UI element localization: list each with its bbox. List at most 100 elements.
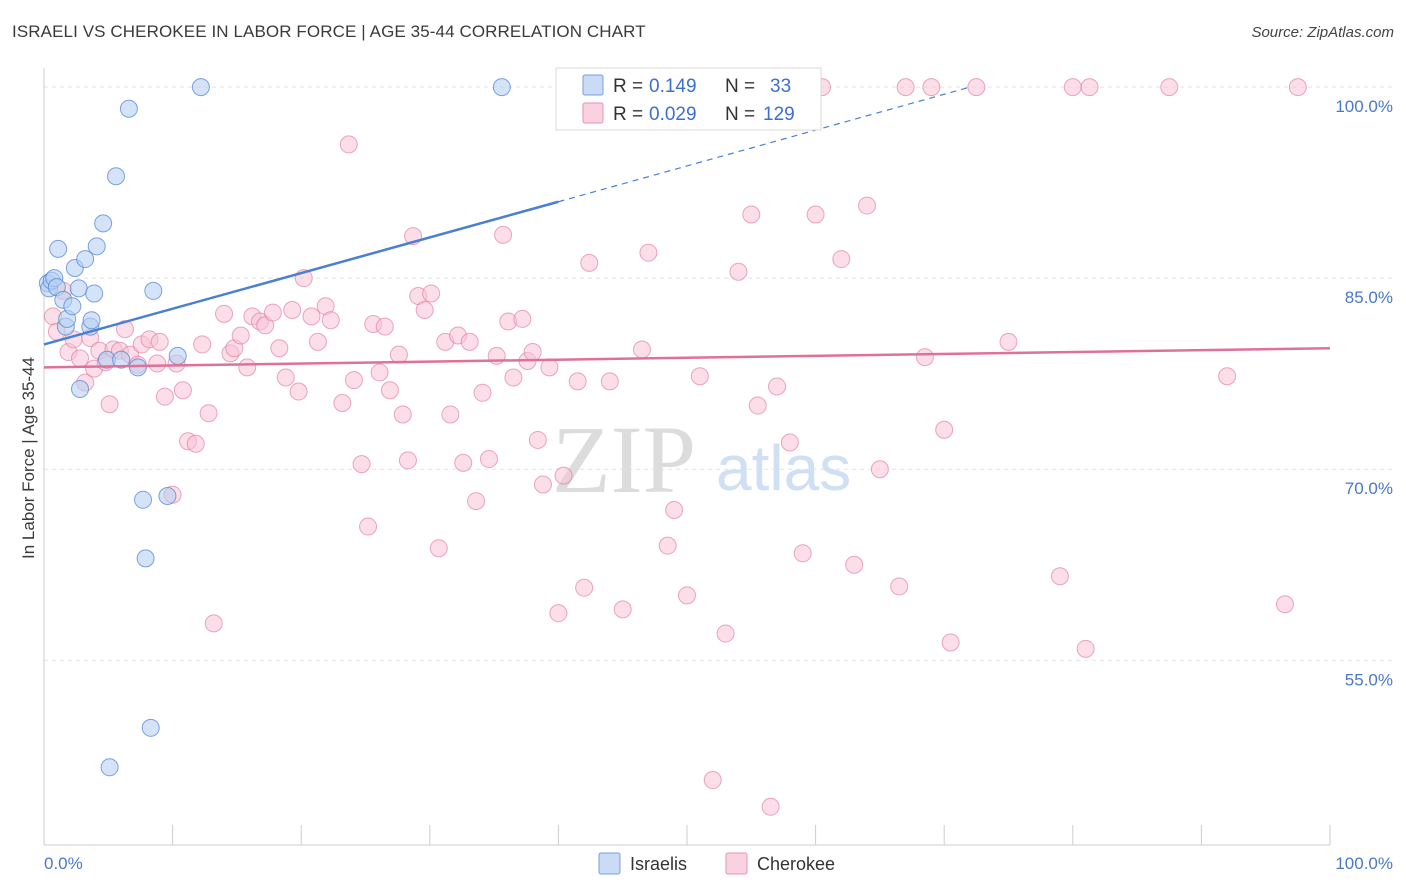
cherokee-point xyxy=(890,577,909,596)
cherokee-point xyxy=(896,78,915,97)
bottom-legend-cherokee-swatch xyxy=(725,852,748,875)
israelis-point xyxy=(158,486,177,505)
cherokee-point xyxy=(1160,78,1179,97)
bottom-legend-israelis-label: Israelis xyxy=(630,854,687,874)
cherokee-point xyxy=(422,284,441,303)
y-axis-label: In Labor Force | Age 35-44 xyxy=(19,357,38,559)
cherokee-point xyxy=(370,363,389,382)
israelis-point xyxy=(76,250,95,269)
israelis-point xyxy=(128,358,147,377)
cherokee-point xyxy=(150,332,169,351)
legend-cherokee-n-label: N = xyxy=(725,104,755,125)
legend-cherokee-swatch xyxy=(582,102,604,124)
cherokee-point xyxy=(658,536,677,555)
cherokee-point xyxy=(71,349,90,368)
cherokee-point xyxy=(632,340,651,359)
israelis-point xyxy=(85,284,104,303)
cherokee-point xyxy=(302,307,321,326)
cherokee-point xyxy=(193,335,212,354)
israelis-point xyxy=(141,718,160,737)
cherokee-point xyxy=(549,604,568,623)
cherokee-point xyxy=(344,371,363,390)
cherokee-point xyxy=(533,475,552,494)
series-legend: Israelis Cherokee xyxy=(598,852,835,875)
cherokee-point xyxy=(1076,639,1095,658)
israelis-point xyxy=(63,297,82,316)
cherokee-point xyxy=(155,387,174,406)
cherokee-point xyxy=(1275,595,1294,614)
cherokee-point xyxy=(289,382,308,401)
x-tick-label-max: 100.0% xyxy=(1335,854,1393,873)
legend-cherokee-r-value: 0.029 xyxy=(649,104,697,125)
cherokee-point xyxy=(263,303,282,322)
israelis-point xyxy=(69,279,88,298)
israelis-point xyxy=(112,350,131,369)
israelis-point xyxy=(119,99,138,118)
cherokee-point xyxy=(473,383,492,402)
cherokee-point xyxy=(283,301,302,320)
cherokee-point xyxy=(173,381,192,400)
y-tick-labels: 55.0% 70.0% 85.0% 100.0% xyxy=(1335,97,1393,689)
cherokee-point xyxy=(523,343,542,362)
israelis-point xyxy=(136,549,155,568)
chart-title: ISRAELI VS CHEROKEE IN LABOR FORCE | AGE… xyxy=(12,22,646,41)
cherokee-point xyxy=(100,395,119,414)
cherokee-point xyxy=(748,396,767,415)
legend-israelis-n-label: N = xyxy=(725,76,755,97)
israelis-series xyxy=(38,78,511,777)
cherokee-point xyxy=(678,586,696,605)
cherokee-point xyxy=(935,420,954,439)
watermark-zip: ZIP xyxy=(552,406,696,513)
cherokee-point xyxy=(513,309,532,328)
bottom-legend-israelis-swatch xyxy=(598,852,621,875)
legend-israelis-n-value: 33 xyxy=(770,76,791,97)
cherokee-point xyxy=(215,304,234,323)
cherokee-point xyxy=(1288,78,1307,97)
cherokee-point xyxy=(967,78,986,97)
cherokee-point xyxy=(568,372,587,391)
y-tick-label: 85.0% xyxy=(1345,288,1393,307)
israelis-point xyxy=(134,490,153,509)
cherokee-trend-line xyxy=(43,346,1331,369)
cherokee-point xyxy=(941,633,960,652)
israelis-point xyxy=(107,167,126,186)
israelis-trend-extension xyxy=(558,86,971,203)
israelis-point xyxy=(168,346,187,365)
cherokee-point xyxy=(270,339,289,358)
y-tick-label: 70.0% xyxy=(1345,479,1393,498)
cherokee-point xyxy=(504,368,523,387)
cherokee-point xyxy=(580,253,599,272)
bottom-legend-cherokee-label: Cherokee xyxy=(757,854,835,874)
cherokee-point xyxy=(528,430,547,449)
israelis-point xyxy=(144,281,163,300)
cherokee-point xyxy=(375,317,394,336)
legend-cherokee-n-value: 129 xyxy=(763,104,795,125)
cherokee-point xyxy=(238,358,257,377)
y-tick-label: 100.0% xyxy=(1335,97,1393,116)
cherokee-point xyxy=(454,453,473,472)
cherokee-point xyxy=(665,500,684,519)
cherokee-point xyxy=(460,332,479,351)
cherokee-point xyxy=(380,381,399,400)
israelis-point xyxy=(191,78,210,97)
cherokee-point xyxy=(204,614,223,633)
cherokee-point xyxy=(339,135,358,154)
cherokee-point xyxy=(729,262,748,281)
cherokee-point xyxy=(703,771,722,790)
cherokee-point xyxy=(467,492,486,511)
cherokee-point xyxy=(429,539,448,558)
cherokee-point xyxy=(999,332,1018,351)
cherokee-point xyxy=(768,377,787,396)
cherokee-point xyxy=(858,196,877,215)
israelis-point xyxy=(492,78,511,97)
legend-israelis-r-value: 0.149 xyxy=(649,76,697,97)
cherokee-point xyxy=(761,797,780,816)
cherokee-point xyxy=(690,367,709,386)
cherokee-point xyxy=(1218,367,1237,386)
cherokee-point xyxy=(1063,78,1082,97)
cherokee-series xyxy=(44,78,1307,816)
cherokee-point xyxy=(359,517,378,536)
cherokee-point xyxy=(393,405,412,424)
cherokee-point xyxy=(148,354,167,373)
